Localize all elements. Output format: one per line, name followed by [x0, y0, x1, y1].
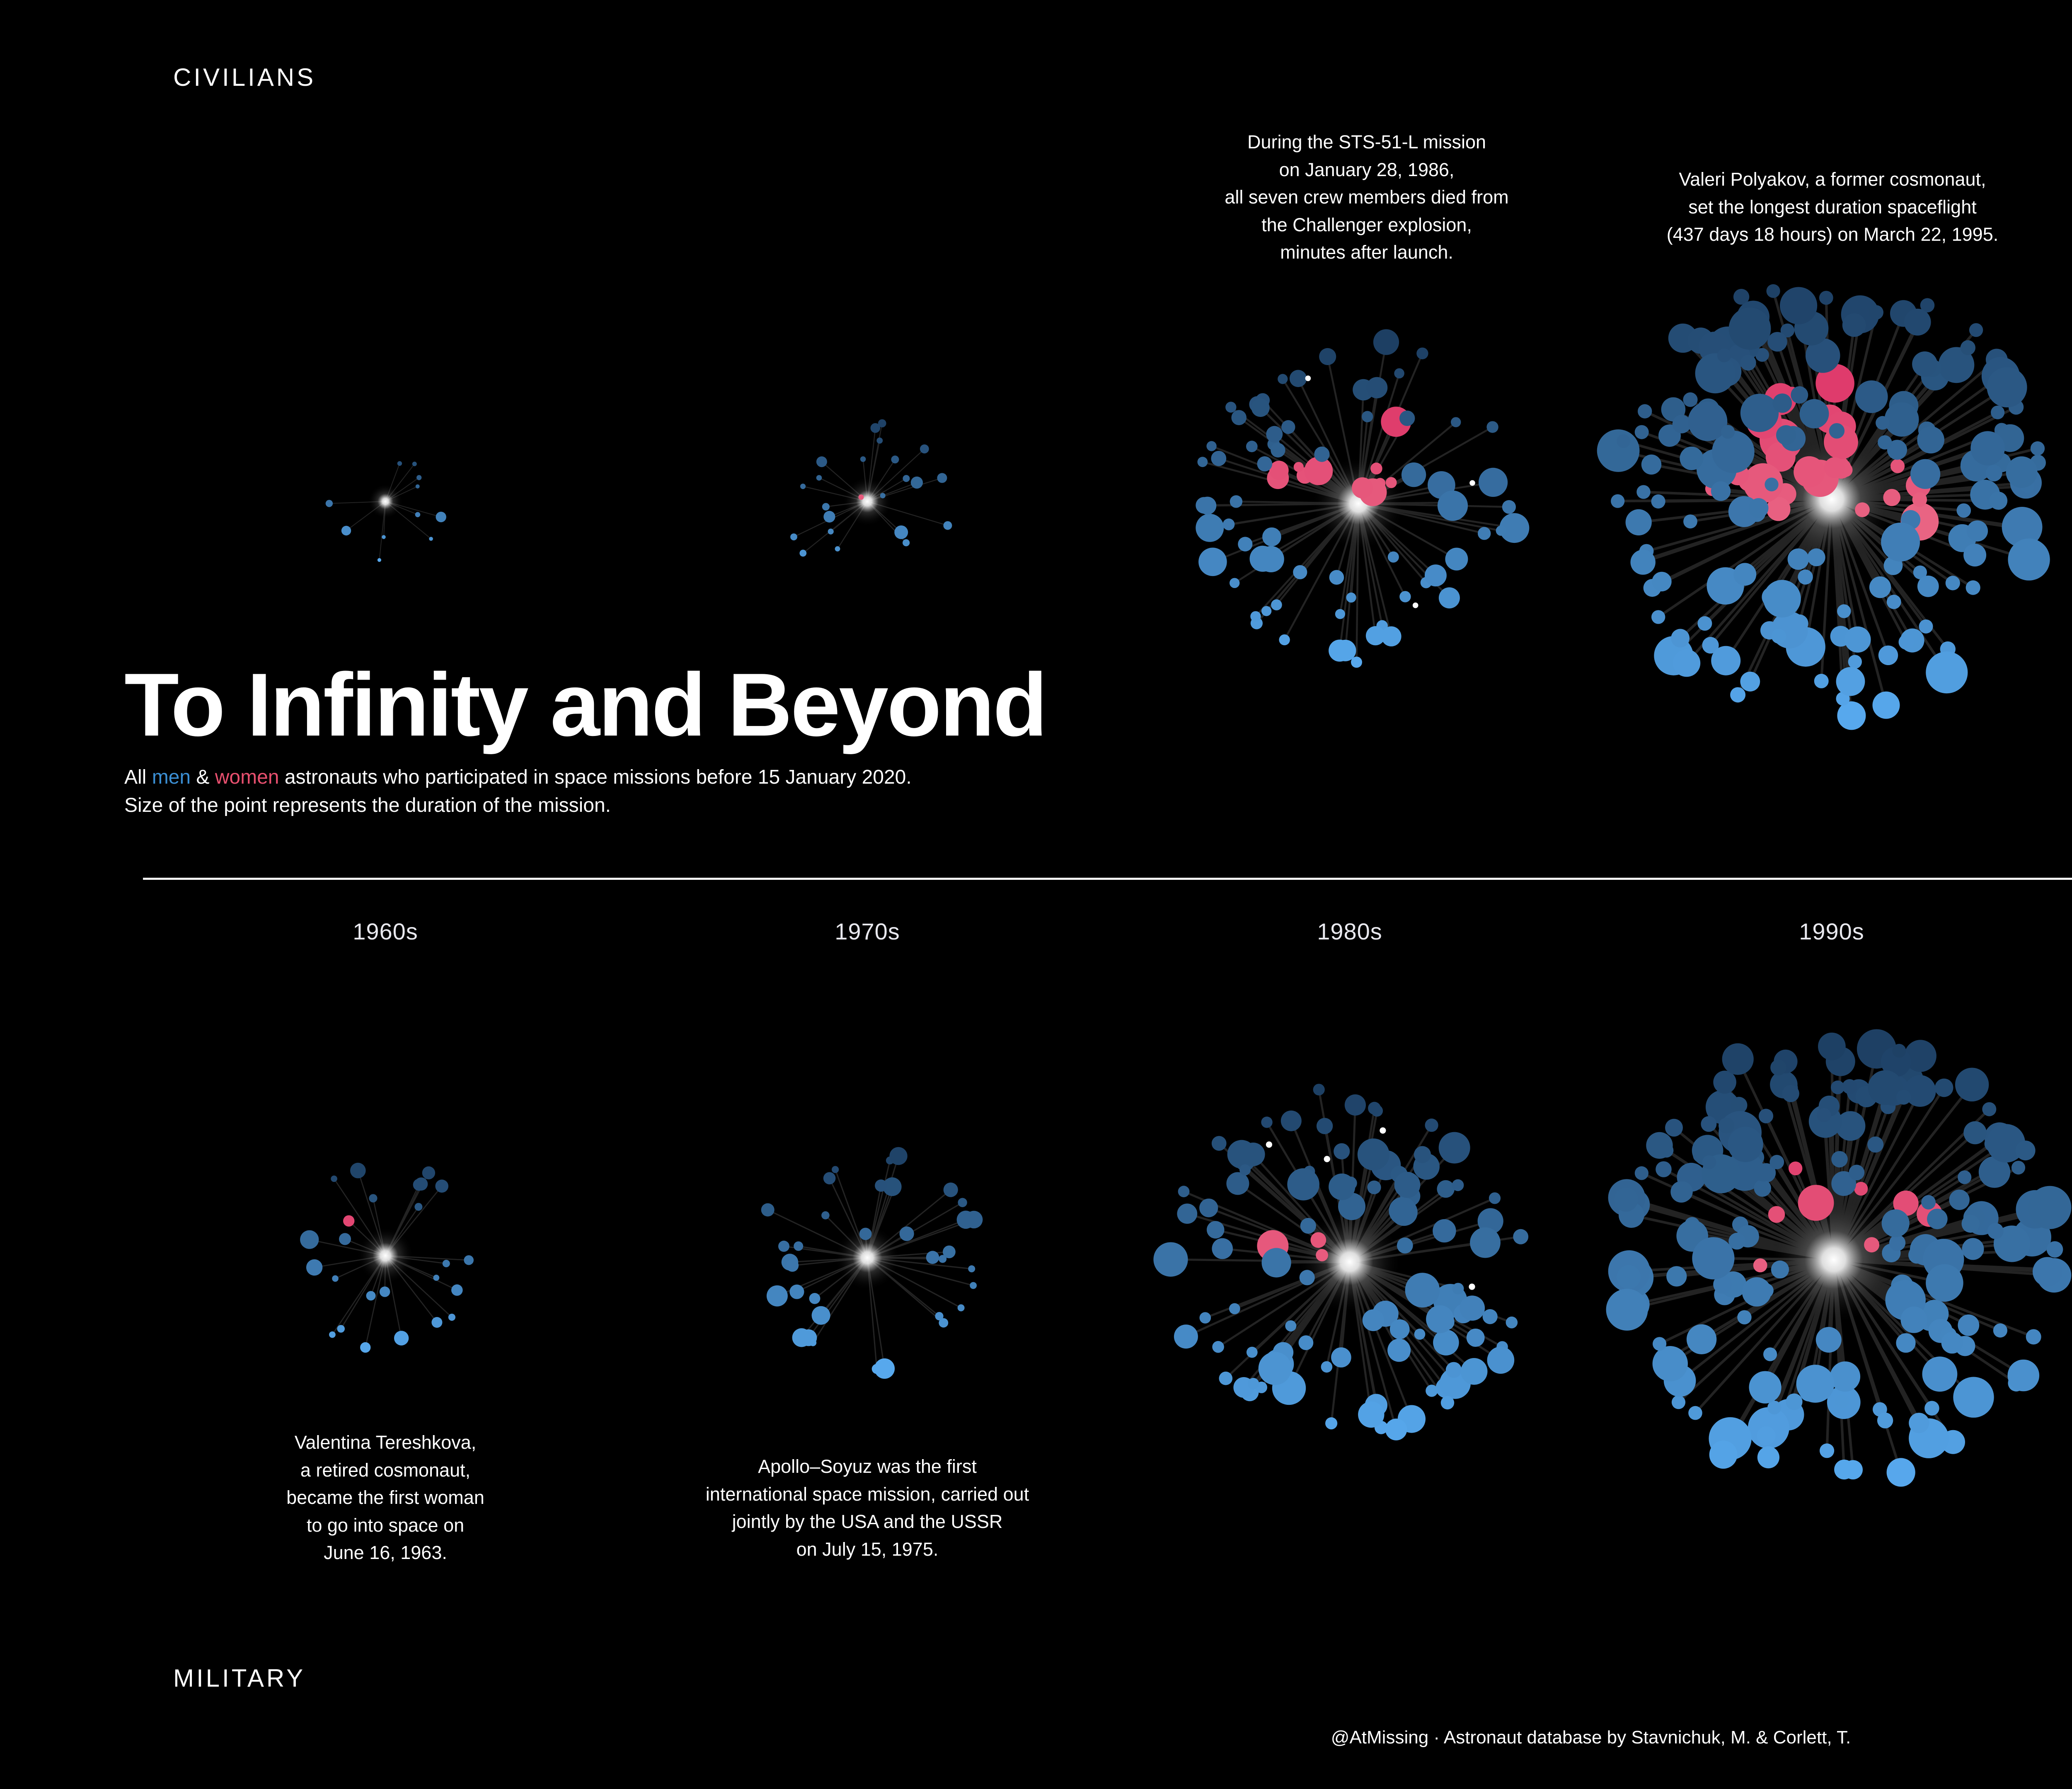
- legend-women: women: [215, 766, 279, 788]
- subtitle-prefix: All: [124, 766, 152, 788]
- annotation-challenger-note: During the STS-51-L mission on January 2…: [1225, 131, 1509, 263]
- subtitle-rest: astronauts who participated in space mis…: [279, 766, 912, 788]
- subtitle-amp: &: [191, 766, 215, 788]
- burst-mil-1990s: [1581, 1007, 2072, 1513]
- burst-dots: [1606, 1029, 2072, 1487]
- decade-label-1980s: 1980s: [1317, 918, 1382, 944]
- burst-spokes: [309, 1170, 470, 1348]
- deceased-marker: [1305, 375, 1311, 381]
- burst-mil-1970s: [720, 1111, 1014, 1405]
- burst-civ-1980s: [1164, 309, 1553, 698]
- burst-spokes: [767, 1155, 975, 1370]
- burst-dots: [300, 1162, 474, 1353]
- annotation-tereshkova-note: Valentina Tereshkova, a retired cosmonau…: [286, 1432, 484, 1564]
- axis-divider-line: [143, 878, 2072, 880]
- burst-spokes: [793, 423, 949, 554]
- deceased-marker: [1380, 1127, 1386, 1134]
- page-title: To Infinity and Beyond: [124, 654, 1048, 755]
- decade-label-1960s: 1960s: [353, 918, 418, 944]
- burst-dots: [761, 1147, 983, 1379]
- title-block: To Infinity and Beyond All men & women a…: [124, 660, 1368, 820]
- deceased-marker: [1324, 1156, 1330, 1162]
- burst-dots: [1196, 329, 1530, 668]
- burst-spokes: [329, 463, 442, 561]
- deceased-marker: [1412, 602, 1418, 608]
- section-label-military: MILITARY: [173, 1664, 306, 1692]
- deceased-marker: [1266, 1141, 1272, 1148]
- burst-dots: [790, 419, 952, 557]
- burst-dots: [325, 461, 446, 562]
- burst-dots: [1153, 1084, 1529, 1440]
- burst-spokes: [1616, 290, 2039, 723]
- burst-mil-1980s: [1138, 1051, 1561, 1473]
- burst-civ-1970s: [747, 381, 988, 622]
- deceased-marker: [1469, 1283, 1475, 1290]
- annotation-polyakov-note: Valeri Polyakov, a former cosmonaut, set…: [1666, 169, 1999, 245]
- burst-mil-1960s: [253, 1123, 518, 1388]
- burst-civ-1960s: [290, 406, 481, 597]
- subtitle: All men & women astronauts who participa…: [124, 763, 1368, 820]
- burst-civ-1990s: [1579, 247, 2072, 752]
- decade-label-1990s: 1990s: [1799, 918, 1864, 944]
- decade-label-1970s: 1970s: [835, 918, 900, 944]
- burst-spokes: [1201, 341, 1515, 663]
- deceased-marker: [1469, 480, 1475, 486]
- section-label-civilians: CIVILIANS: [173, 63, 316, 91]
- subtitle-line-1: All men & women astronauts who participa…: [124, 763, 1368, 792]
- burst-spokes: [1624, 1045, 2056, 1474]
- annotation-apollo-soyuz-note: Apollo–Soyuz was the first international…: [705, 1456, 1029, 1560]
- burst-dots: [1597, 284, 2050, 730]
- burst-spokes: [1169, 1088, 1522, 1431]
- subtitle-line-2: Size of the point represents the duratio…: [124, 794, 611, 817]
- footer-credit: @AtMissing · Astronaut database by Stavn…: [1331, 1727, 1851, 1748]
- legend-men: men: [152, 766, 191, 788]
